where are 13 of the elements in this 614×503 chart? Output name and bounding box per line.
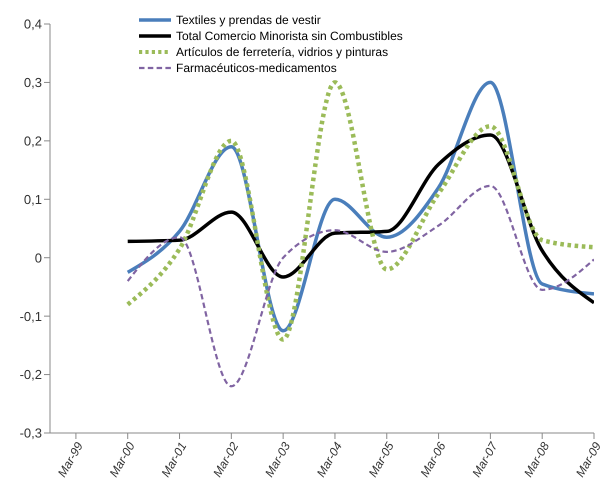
legend-label: Total Comercio Minorista sin Combustibles (176, 29, 403, 43)
y-tick-label: -0,2 (20, 367, 42, 382)
line-series (126, 184, 594, 388)
y-tick-label: -0,1 (20, 308, 42, 324)
y-tick-label: 0,4 (24, 16, 42, 32)
y-tick-label: -0,3 (20, 426, 42, 441)
y-tick-label: 0,1 (24, 192, 42, 207)
y-tick-label: 0 (34, 250, 42, 266)
legend-label: Artículos de ferretería, vidrios y pinturas (176, 45, 388, 59)
legend-label: Farmacéuticos-medicamentos (176, 61, 337, 75)
y-tick-label: 0,2 (24, 133, 42, 148)
legend-label: Textiles y prendas de vestir (176, 13, 321, 27)
y-tick-label: 0,3 (24, 75, 42, 90)
